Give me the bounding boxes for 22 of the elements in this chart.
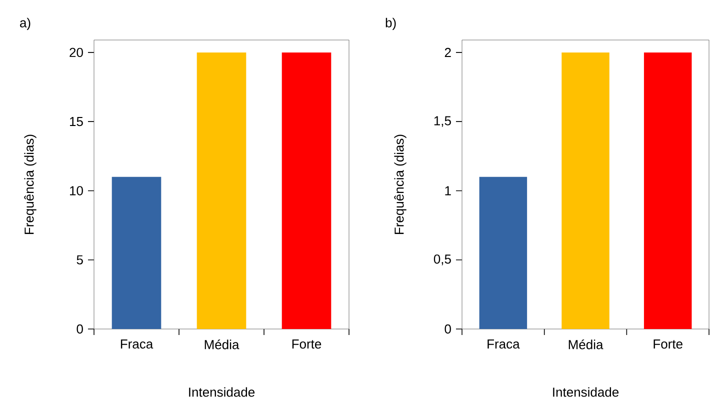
x-tick-label: Forte xyxy=(292,340,322,349)
x-tick-label: Fraca xyxy=(120,340,154,349)
x-tick-label: Média xyxy=(568,340,604,350)
x-tick-label: Média xyxy=(204,340,240,350)
y-tick-label: 20 xyxy=(70,48,83,58)
y-tick-label: 0 xyxy=(444,324,451,334)
y-tick-label: 0 xyxy=(76,324,83,334)
y-axis-title: Frequência (dias) xyxy=(394,134,406,234)
y-tick-label: 1 xyxy=(445,186,451,196)
x-tick-label: Forte xyxy=(654,340,682,349)
chart-title: a) xyxy=(20,18,30,30)
y-tick-label: 5 xyxy=(76,255,83,264)
x-axis-title: Intensidade xyxy=(553,387,619,397)
y-tick-label: 15 xyxy=(70,117,83,126)
chart-title: b) xyxy=(386,18,396,30)
y-tick-label: 10 xyxy=(70,186,83,196)
y-tick-label: 1,5 xyxy=(434,116,451,127)
y-tick-label: 0,5 xyxy=(434,254,451,266)
x-axis-title: Intensidade xyxy=(189,387,255,397)
y-axis-title: Frequência (dias) xyxy=(24,134,36,234)
x-tick-label: Fraca xyxy=(488,340,520,349)
y-tick-label: 2 xyxy=(444,48,451,57)
